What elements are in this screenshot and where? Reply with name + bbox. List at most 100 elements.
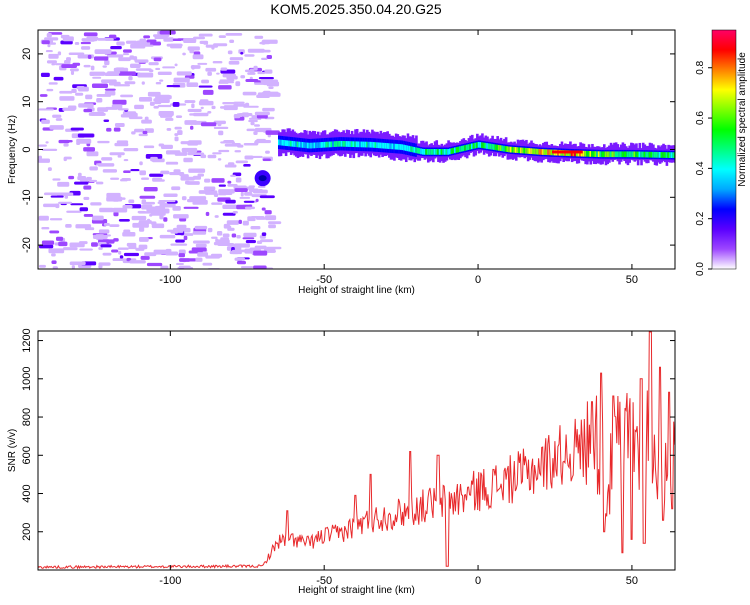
signal-core [410, 146, 413, 152]
noise-blob [258, 77, 274, 80]
noise-blob [195, 243, 207, 248]
colorbar-tick-label: 0.0 [695, 262, 706, 276]
noise-blob [104, 60, 110, 66]
noise-blob [212, 61, 223, 64]
noise-blob [52, 178, 61, 181]
noise-blob [211, 105, 216, 110]
noise-blob [215, 238, 219, 243]
signal-core [338, 140, 342, 147]
noise-blob [89, 166, 98, 171]
signal-core [602, 151, 606, 158]
noise-blob [95, 181, 104, 185]
noise-blob [47, 42, 56, 45]
noise-blob [138, 220, 152, 224]
y-tick-label: 1200 [21, 328, 33, 352]
signal-core [584, 150, 587, 157]
noise-blob [204, 178, 211, 183]
noise-blob [48, 248, 65, 254]
noise-blob [75, 224, 92, 229]
y-axis-label: Frequency (Hz) [7, 115, 18, 184]
signal-core [315, 142, 318, 149]
noise-blob [57, 181, 70, 187]
noise-blob [118, 57, 131, 62]
noise-blob [213, 43, 228, 47]
signal-core [379, 142, 383, 149]
noise-blob [244, 69, 251, 73]
signal-core [393, 143, 396, 150]
noise-blob [41, 148, 58, 151]
signal-core [650, 151, 653, 158]
y-tick-label: 400 [21, 484, 33, 502]
signal-core [403, 144, 406, 151]
noise-blob [53, 76, 64, 81]
signal-core [415, 147, 418, 154]
noise-blob [176, 71, 192, 76]
noise-blob [97, 107, 109, 112]
signal-core [323, 141, 327, 148]
signal-core [355, 141, 359, 148]
noise-blob [213, 120, 226, 125]
noise-blob [200, 122, 217, 127]
noise-blob [128, 76, 133, 81]
noise-blob [103, 119, 110, 122]
y-tick-label: 20 [21, 48, 33, 60]
noise-blob [203, 41, 209, 45]
noise-blob [246, 128, 256, 132]
signal-core [492, 144, 496, 150]
signal-core [630, 151, 633, 158]
signal-core [430, 149, 433, 155]
signal-core [547, 149, 550, 156]
x-tick-label: -50 [316, 274, 332, 286]
noise-blob [102, 252, 112, 256]
noise-blob [211, 202, 223, 205]
signal-core [443, 149, 447, 155]
noise-blob [125, 40, 138, 44]
snr-plot-area [38, 331, 675, 570]
noise-blob [112, 207, 128, 213]
signal-core [491, 143, 494, 150]
signal-core [626, 151, 630, 158]
noise-blob [109, 224, 120, 227]
colorbar-label: Normalized spectral amplitude [737, 52, 748, 187]
colorbar-tick-label: 0.2 [695, 211, 706, 225]
signal-core [652, 151, 655, 158]
noise-blob [118, 71, 136, 76]
signal-core [342, 140, 345, 147]
signal-core [432, 149, 435, 155]
noise-blob [140, 255, 150, 260]
noise-blob [191, 103, 195, 109]
noise-blob [51, 63, 56, 66]
noise-blob [218, 35, 226, 39]
noise-blob [87, 54, 92, 60]
noise-blob [47, 167, 52, 171]
noise-blob [174, 152, 188, 156]
noise-blob [117, 154, 122, 158]
noise-blob [52, 114, 62, 118]
signal-core [459, 146, 462, 152]
signal-core [662, 152, 665, 158]
signal-core [633, 151, 637, 158]
noise-blob [158, 143, 165, 147]
noise-blob [97, 163, 115, 167]
noise-blob [248, 119, 258, 123]
noise-blob [217, 158, 222, 161]
noise-blob [89, 71, 106, 76]
noise-blob [150, 156, 158, 162]
noise-blob [188, 168, 206, 173]
signal-core [345, 141, 349, 147]
noise-blob [238, 49, 245, 54]
noise-blob [63, 157, 67, 162]
spectrogram-plot-area [38, 30, 675, 269]
signal-core [623, 151, 626, 158]
noise-blob [256, 114, 268, 119]
noise-blob [105, 106, 118, 110]
noise-blob [156, 99, 170, 103]
signal-core [476, 142, 479, 149]
signal-core [306, 142, 310, 149]
signal-core [327, 141, 330, 148]
noise-blob [222, 233, 230, 238]
noise-blob [107, 71, 121, 74]
signal-core [303, 142, 307, 148]
noise-blob [245, 78, 259, 82]
signal-core [308, 142, 312, 149]
